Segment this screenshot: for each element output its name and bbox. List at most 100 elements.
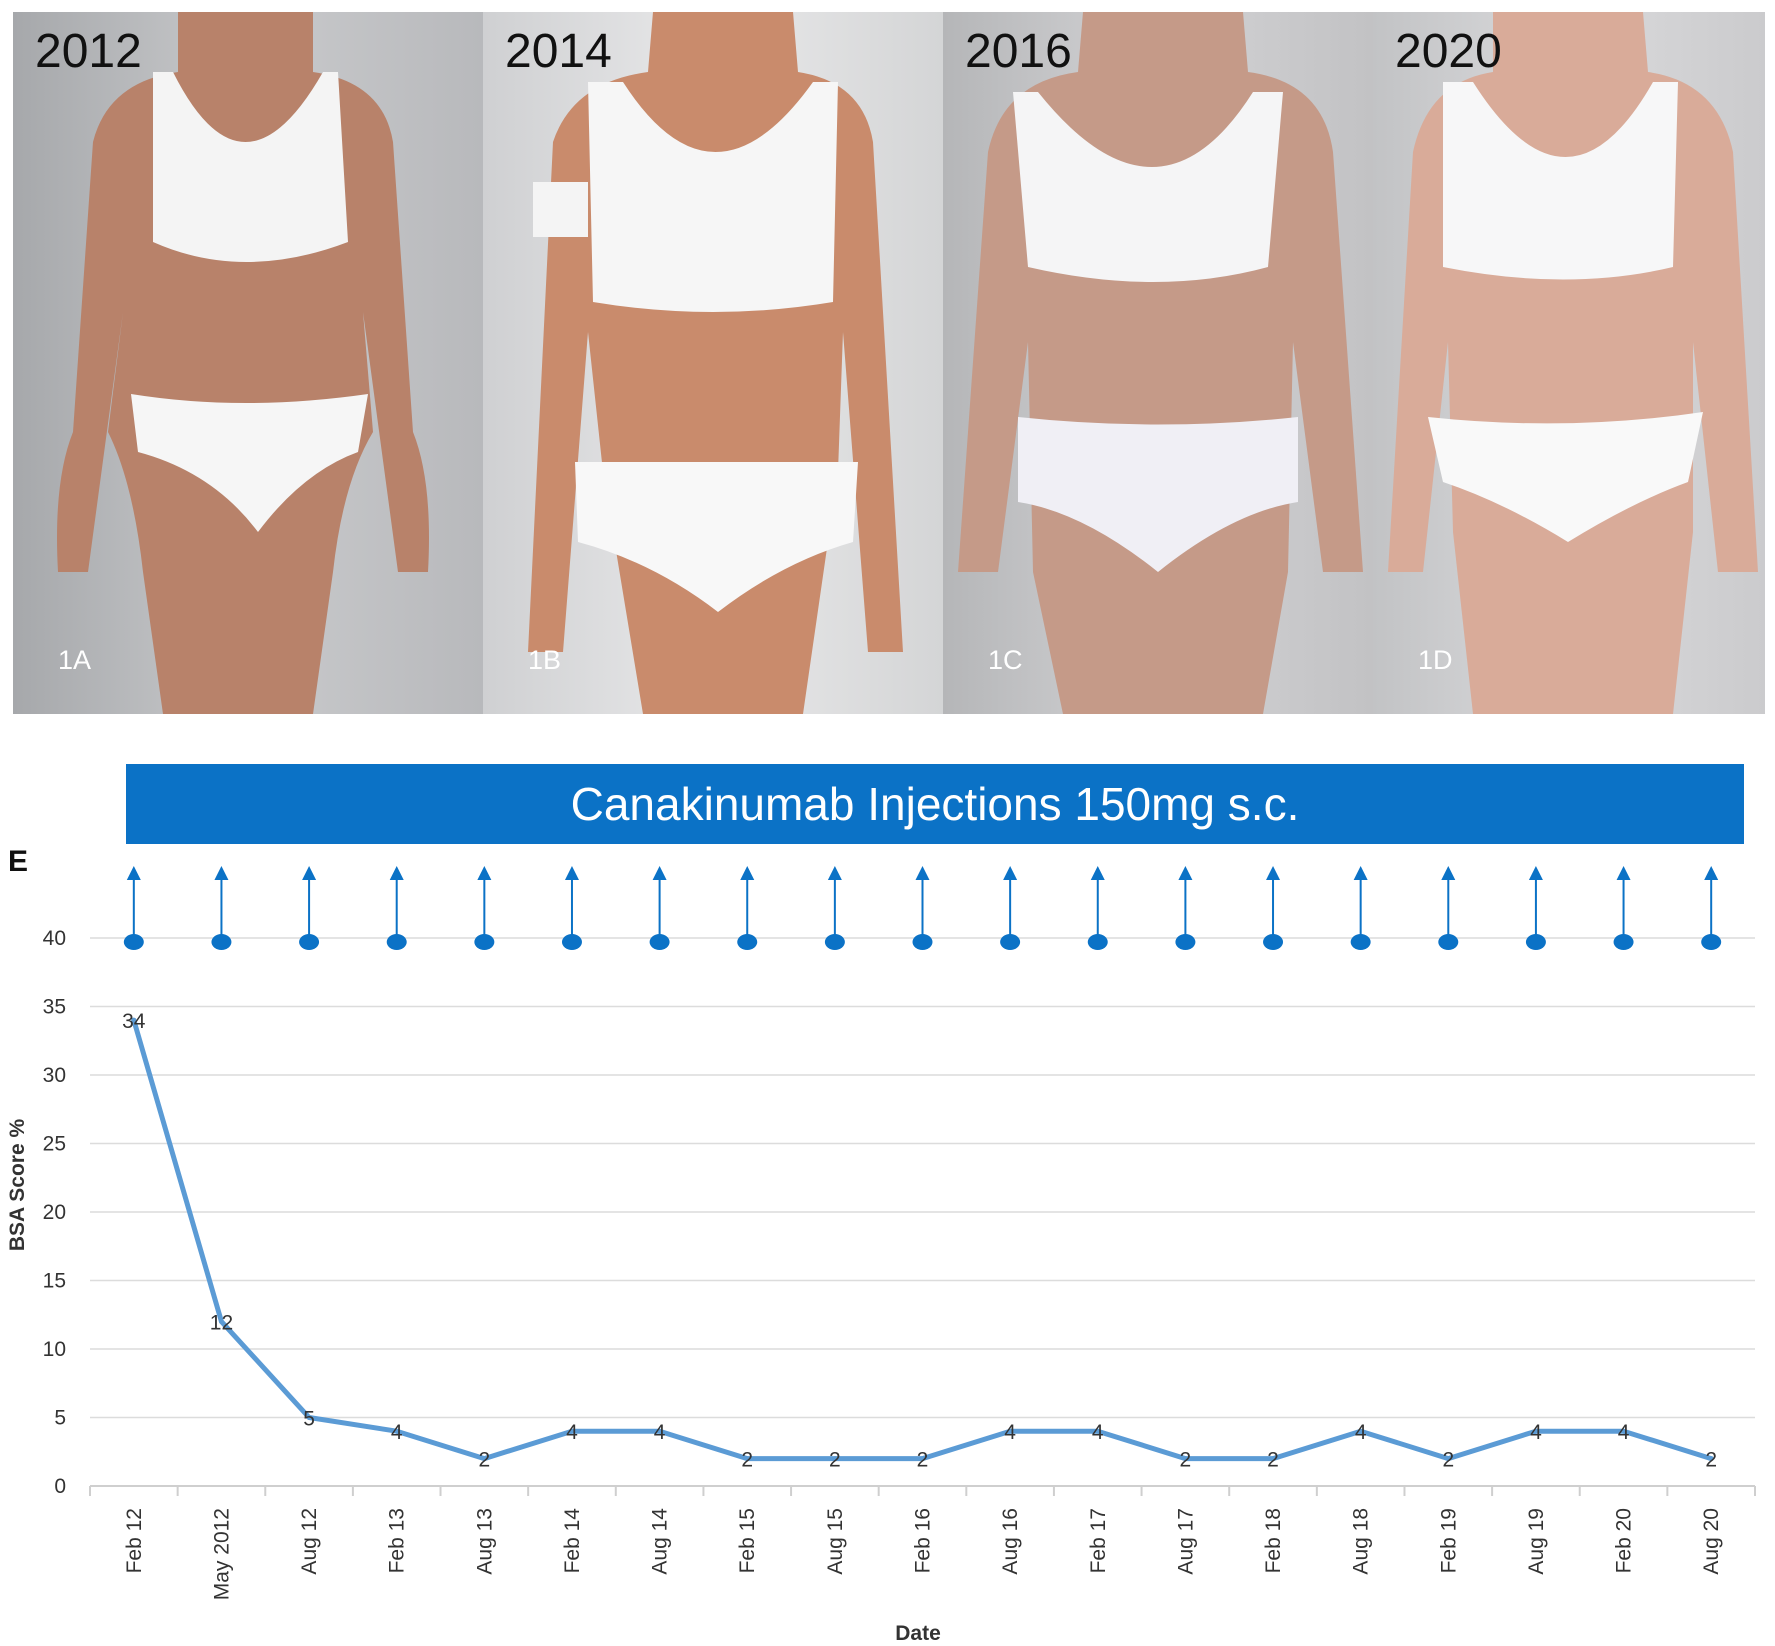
injection-arrow-head-icon — [1704, 866, 1719, 880]
photo-year: 2012 — [35, 25, 142, 78]
injection-dot — [1525, 934, 1546, 950]
data-point — [394, 1428, 400, 1434]
injection-arrow-head-icon — [302, 866, 317, 880]
y-tick-label: 5 — [54, 1407, 66, 1430]
injection-arrow-head-icon — [214, 866, 229, 880]
injection-dot — [1701, 934, 1722, 950]
photo-panel-1c: 2016 1C — [943, 12, 1373, 714]
injection-arrow-head-icon — [1003, 866, 1018, 880]
y-tick-label: 10 — [43, 1338, 66, 1361]
injection-arrow-head-icon — [389, 866, 404, 880]
injection-arrow-head-icon — [1090, 866, 1105, 880]
x-tick-label: Aug 12 — [298, 1508, 321, 1575]
data-point — [1621, 1428, 1627, 1434]
injection-dot — [1000, 934, 1021, 950]
data-point — [1007, 1428, 1013, 1434]
injection-arrow-head-icon — [564, 866, 579, 880]
injection-arrow-head-icon — [1178, 866, 1193, 880]
injection-dot — [1263, 934, 1284, 950]
data-point — [832, 1456, 838, 1462]
x-tick-label: Feb 15 — [736, 1508, 759, 1573]
injection-arrow-head-icon — [126, 866, 141, 880]
x-tick-label: Aug 17 — [1174, 1508, 1197, 1575]
treatment-banner: Canakinumab Injections 150mg s.c. — [126, 764, 1744, 844]
injection-arrow-head-icon — [1441, 866, 1456, 880]
x-tick-label: Feb 12 — [123, 1508, 146, 1573]
y-tick-label: 0 — [54, 1475, 66, 1498]
x-tick-label: Feb 13 — [386, 1508, 409, 1573]
data-point — [1095, 1428, 1101, 1434]
x-tick-label: May 2012 — [210, 1508, 233, 1600]
data-point — [1445, 1456, 1451, 1462]
data-label: 4 — [1530, 1421, 1542, 1444]
injection-arrow-head-icon — [915, 866, 930, 880]
injection-arrow-head-icon — [1353, 866, 1368, 880]
data-label: 4 — [1618, 1421, 1630, 1444]
body-photo-placeholder — [528, 12, 903, 714]
data-label: 4 — [1004, 1421, 1016, 1444]
data-label: 2 — [1267, 1449, 1279, 1472]
body-photo-placeholder — [1388, 12, 1758, 714]
injection-dot — [386, 934, 407, 950]
x-tick-label: Feb 19 — [1437, 1508, 1460, 1573]
x-tick-label: Feb 17 — [1087, 1508, 1110, 1573]
y-tick-label: 35 — [43, 996, 66, 1019]
photo-panel-1a: 2012 1A — [13, 12, 483, 714]
injection-dot — [1613, 934, 1634, 950]
injection-dot — [1175, 934, 1196, 950]
data-point — [1708, 1456, 1714, 1462]
y-tick-label: 40 — [43, 927, 66, 950]
photo-panel-label: 1B — [528, 645, 562, 675]
injection-arrow-head-icon — [1616, 866, 1631, 880]
data-label: 4 — [566, 1421, 578, 1444]
injection-dot — [1087, 934, 1108, 950]
photo-year: 2020 — [1395, 25, 1502, 78]
data-label: 2 — [917, 1449, 929, 1472]
injection-dot — [1350, 934, 1371, 950]
x-tick-label: Aug 15 — [824, 1508, 847, 1575]
data-point — [481, 1456, 487, 1462]
x-tick-label: Aug 19 — [1525, 1508, 1548, 1575]
series-layer — [131, 1017, 1714, 1462]
injection-dot — [649, 934, 670, 950]
x-tick-label: Aug 13 — [473, 1508, 496, 1575]
data-label: 34 — [122, 1010, 146, 1033]
data-label: 2 — [1442, 1449, 1454, 1472]
y-tick-label: 20 — [43, 1201, 66, 1224]
data-label: 2 — [741, 1449, 753, 1472]
gridlines — [90, 937, 1755, 1419]
data-point — [1358, 1428, 1364, 1434]
photo-panel-label: 1D — [1418, 645, 1453, 675]
data-label: 5 — [303, 1408, 315, 1431]
injection-dot — [824, 934, 845, 950]
data-point — [744, 1456, 750, 1462]
injection-dot — [211, 934, 232, 950]
y-tick-label: 15 — [43, 1270, 66, 1293]
photo-panel-1b: 2014 1B — [483, 12, 943, 714]
injection-dot — [1438, 934, 1459, 950]
injection-arrow-head-icon — [1528, 866, 1543, 880]
data-label: 12 — [210, 1312, 233, 1335]
data-label: 2 — [478, 1449, 490, 1472]
x-axis-title: Date — [895, 1622, 941, 1645]
injection-dot — [737, 934, 758, 950]
injection-dot — [912, 934, 933, 950]
x-tick-label: Aug 18 — [1350, 1508, 1373, 1575]
y-tick-label: 30 — [43, 1064, 66, 1087]
y-tick-label: 25 — [43, 1133, 66, 1156]
y-axis-title: BSA Score % — [6, 1119, 29, 1252]
data-label: 4 — [391, 1421, 403, 1444]
data-label: 4 — [1355, 1421, 1367, 1444]
injection-arrow-head-icon — [477, 866, 492, 880]
data-point — [218, 1319, 224, 1325]
injection-dot — [474, 934, 495, 950]
series-line — [131, 1017, 1714, 1462]
data-label: 2 — [1705, 1449, 1717, 1472]
data-label: 4 — [1092, 1421, 1104, 1444]
x-axis: Feb 12 May 2012 Aug 12 Feb 13 Aug 13 Feb 14 Au… — [89, 1485, 1756, 1600]
x-tick-label: Feb 16 — [912, 1508, 935, 1573]
x-tick-label: Aug 14 — [649, 1508, 672, 1575]
data-point — [657, 1428, 663, 1434]
x-tick-label: Aug 20 — [1700, 1508, 1723, 1575]
